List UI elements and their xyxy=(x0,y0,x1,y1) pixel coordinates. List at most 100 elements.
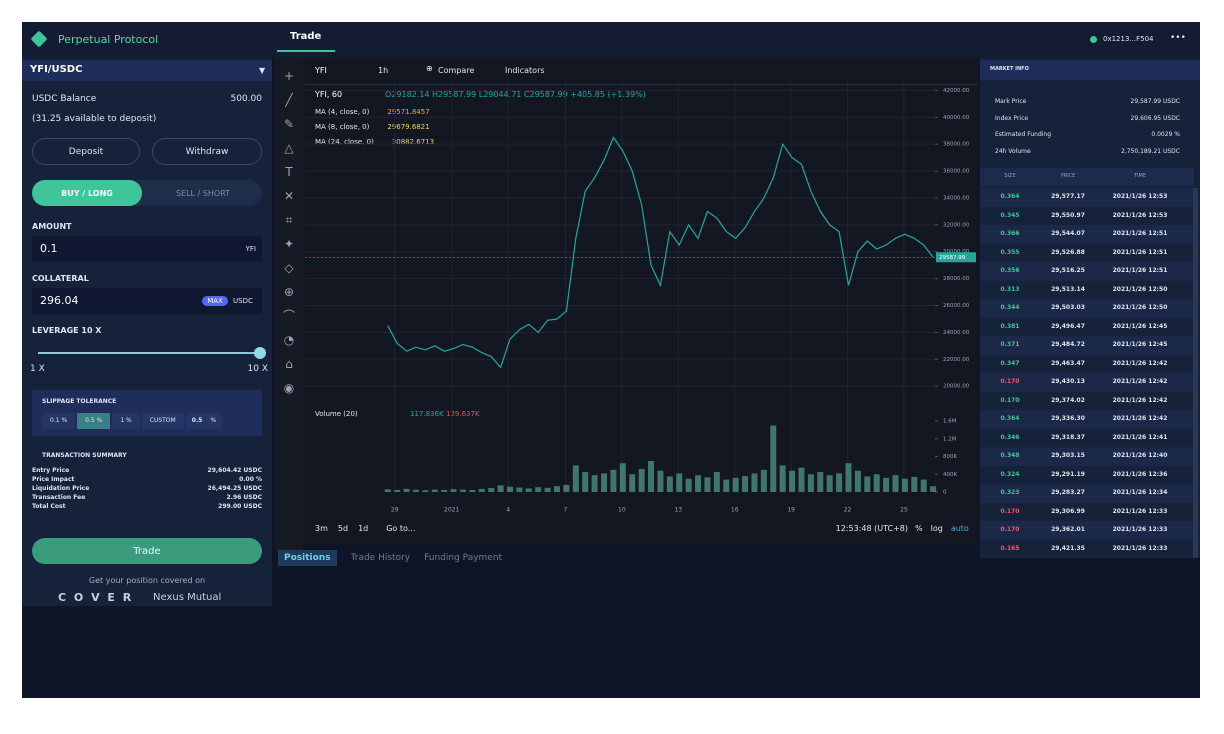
info-row: Estimated Funding 0.0029 % xyxy=(995,127,1180,144)
tab[interactable]: Funding Payment xyxy=(424,553,503,563)
nav-tab[interactable]: Trade xyxy=(290,31,322,42)
x-tick-label: 25 xyxy=(900,507,908,514)
symbol[interactable]: YFI xyxy=(315,66,327,75)
volume-bar xyxy=(563,484,570,492)
range-button[interactable]: 5d xyxy=(337,524,349,533)
tab[interactable]: Positions xyxy=(278,550,337,566)
market-header xyxy=(980,60,1200,80)
slippage-custom[interactable]: 0.5% xyxy=(185,413,223,429)
volume-bar xyxy=(394,490,401,492)
trade-price: 29,577.17 xyxy=(1051,193,1085,200)
y-tick-label: 32000.00 xyxy=(943,222,970,228)
amount-label: AMOUNT xyxy=(32,222,72,231)
volume-bar xyxy=(384,489,391,492)
volume-bar xyxy=(629,474,636,492)
trade-time: 2021/1/26 12:33 xyxy=(1112,526,1168,533)
ma-row: MA (24, close, 0) 30882.6713 xyxy=(315,135,434,150)
slippage-option[interactable]: 1 % xyxy=(112,413,140,429)
trade-row: 0.381 29,496.47 2021/1/26 12:45 xyxy=(980,317,1194,336)
slider-knob[interactable] xyxy=(254,347,266,359)
volume-bar xyxy=(901,478,908,492)
volume-bar xyxy=(431,489,438,492)
last-price-tag xyxy=(936,252,976,263)
volume-bar xyxy=(572,465,579,492)
top-bar xyxy=(22,22,1200,58)
range-button[interactable]: 3m xyxy=(315,524,328,533)
trade-price: 29,496.47 xyxy=(1051,322,1085,330)
x-tick-label: 29 xyxy=(391,507,399,514)
available: (31.25 available to deposit) xyxy=(32,114,157,124)
compare[interactable]: Compare xyxy=(438,66,475,75)
trade-size: 0.324 xyxy=(1000,470,1020,478)
indicators[interactable]: Indicators xyxy=(505,66,545,75)
ma-row: MA (4, close, 0) 29571.8457 xyxy=(315,105,434,120)
trade-size: 0.347 xyxy=(1000,359,1020,367)
tab[interactable]: Trade History xyxy=(350,553,411,563)
trade-price: 29,283.27 xyxy=(1051,489,1085,496)
nexus-brand[interactable]: Nexus Mutual xyxy=(153,592,222,603)
trade-time: 2021/1/26 12:53 xyxy=(1112,193,1168,200)
max-button[interactable]: MAX xyxy=(202,296,228,306)
trade-price: 29,544.07 xyxy=(1051,230,1085,237)
summary-row: Transaction Fee 2.96 USDC xyxy=(32,493,262,502)
tab-underline xyxy=(277,50,335,52)
sell-button[interactable]: SELL / SHORT xyxy=(175,188,231,198)
ma-value: 29571.8457 xyxy=(387,108,430,116)
slider-track xyxy=(38,352,260,354)
info-row: 24h Volume 2,750,189.21 USDC xyxy=(995,144,1180,161)
range-button[interactable]: 1d xyxy=(358,524,369,533)
wallet[interactable]: 0x1213...F504 xyxy=(1103,35,1154,43)
collateral-label: COLLATERAL xyxy=(32,274,89,283)
pair-select[interactable] xyxy=(22,60,272,81)
buy-button[interactable]: BUY / LONG xyxy=(32,180,142,206)
trade-size: 0.364 xyxy=(1000,193,1020,200)
volume-bar xyxy=(770,425,777,492)
slippage-option[interactable]: 0.1 % xyxy=(42,413,76,429)
trade-price: 29,484.72 xyxy=(1051,341,1085,348)
slippage-option[interactable]: 0.5 % xyxy=(77,413,111,429)
interval[interactable]: 1h xyxy=(378,66,389,75)
volume-bar xyxy=(892,475,899,492)
trade-button[interactable]: Trade xyxy=(32,538,262,564)
trade-time: 2021/1/26 12:45 xyxy=(1112,341,1168,348)
summary-value: 0.00 % xyxy=(239,476,262,483)
menu[interactable]: ••• xyxy=(1170,33,1186,43)
volume-bar xyxy=(478,488,485,492)
withdraw-button[interactable]: Withdraw xyxy=(152,138,262,165)
goto-button[interactable]: Go to... xyxy=(386,524,416,533)
volume-bar xyxy=(582,472,589,492)
market-title: MARKET INFO xyxy=(990,66,1029,72)
scale-option[interactable]: % xyxy=(915,524,923,533)
y-tick-label: 20000.00 xyxy=(943,384,970,390)
trade-price: 29,550.97 xyxy=(1051,211,1085,219)
volume-bar xyxy=(920,479,927,492)
deposit-button[interactable]: Deposit xyxy=(32,138,140,165)
volume-bar xyxy=(676,473,683,492)
volume-bar xyxy=(930,486,937,492)
trade-time: 2021/1/26 12:42 xyxy=(1112,396,1168,404)
cover-brand[interactable]: C O V E R xyxy=(58,591,134,604)
last-price-label: 29587.99 xyxy=(939,255,966,261)
trade-row: 0.364 29,577.17 2021/1/26 12:53 xyxy=(980,188,1194,207)
scale-option[interactable]: log xyxy=(930,524,943,533)
scale-option[interactable]: auto xyxy=(950,524,969,533)
cover-note: Get your position covered on xyxy=(88,576,206,585)
volume-bar xyxy=(591,475,598,492)
scrollbar[interactable] xyxy=(1193,188,1198,558)
trade-row: 0.346 29,318.37 2021/1/26 12:41 xyxy=(980,428,1194,447)
volume-bar xyxy=(450,489,457,492)
amount-input[interactable] xyxy=(32,236,262,262)
trade-time: 2021/1/26 12:42 xyxy=(1112,415,1168,422)
y-tick-label: 400K xyxy=(943,472,957,478)
y-tick-label: 40000.00 xyxy=(943,115,970,121)
info-label: Mark Price xyxy=(995,98,1027,105)
volume-bar xyxy=(836,473,843,492)
trade-size: 0.344 xyxy=(1000,304,1020,311)
drawing-tools[interactable]: + ╱ ✎ △ T ✕ ⌗ ✦ ◇ ⊕ ⌒ ◔ ⌂ ◉ xyxy=(275,58,303,551)
info-label: 24h Volume xyxy=(995,147,1031,155)
slippage-option[interactable]: CUSTOM xyxy=(141,413,184,429)
trade-time: 2021/1/26 12:51 xyxy=(1112,230,1168,237)
logo[interactable]: Perpetual Protocol xyxy=(58,33,159,46)
trade-price: 29,503.03 xyxy=(1051,304,1085,311)
